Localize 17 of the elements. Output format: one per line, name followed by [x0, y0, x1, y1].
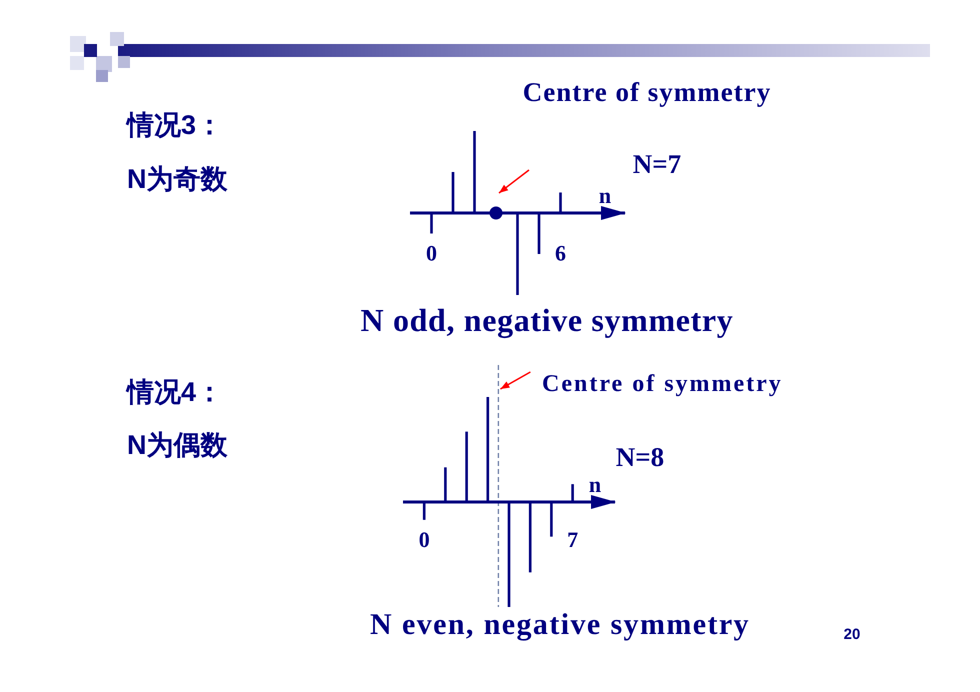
ref-line-label: Centre of symmetry [542, 371, 783, 397]
annotation: N odd, negative symmetry [360, 302, 734, 338]
xtick-label: 0 [418, 526, 430, 552]
xtick-label: 6 [555, 240, 566, 266]
annotation: Centre of symmetry [522, 77, 772, 107]
xlabel: n [598, 183, 612, 208]
annotation: 情况3： [127, 110, 224, 140]
annotation: N为偶数 [127, 430, 228, 460]
annotation: N=7 [632, 149, 682, 179]
annotation: N=8 [616, 442, 664, 472]
annotation: N为奇数 [127, 164, 228, 194]
annotation: N even, negative symmetry [370, 608, 750, 641]
annotation: 20 [844, 626, 860, 643]
xlabel: n [588, 472, 602, 497]
xtick-label: 0 [426, 240, 437, 266]
annotation: 情况4： [127, 377, 224, 407]
xtick-label: 7 [567, 526, 578, 552]
